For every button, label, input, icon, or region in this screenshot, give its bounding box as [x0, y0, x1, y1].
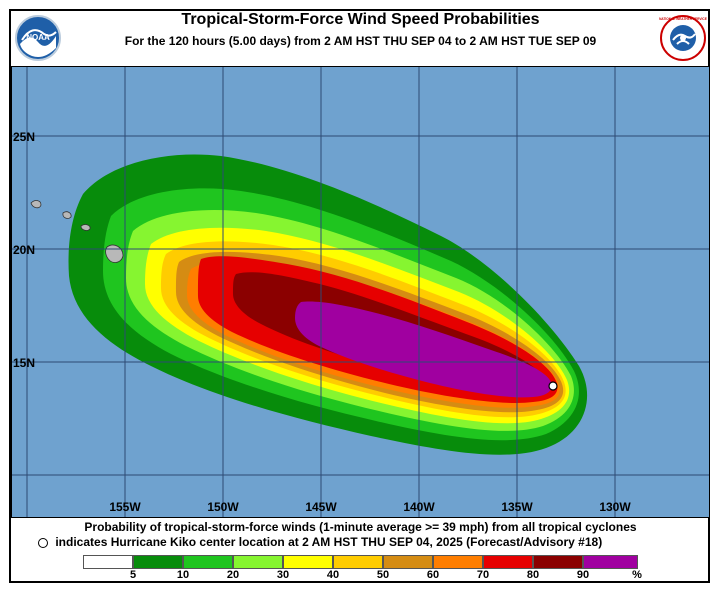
longitude-label-150w: 150W — [207, 500, 239, 514]
longitude-label-155w: 155W — [109, 500, 141, 514]
legend-label-30: 30 — [276, 569, 290, 581]
probability-swaths — [68, 154, 588, 455]
island-maui — [80, 224, 91, 231]
legend-label-90: 90 — [576, 569, 590, 581]
grid-lines — [11, 66, 710, 518]
map-border — [11, 66, 710, 518]
legend-swatch-10 — [133, 555, 183, 569]
footer-line-1: Probability of tropical-storm-force wind… — [84, 520, 637, 534]
legend-label-20: 20 — [226, 569, 240, 581]
latitude-label-15n: 15N — [13, 356, 35, 370]
latitude-label-20n: 20N — [13, 243, 35, 257]
subtitle: For the 120 hours (5.00 days) from 2 AM … — [124, 34, 597, 48]
legend-swatch-5 — [83, 555, 133, 569]
storm-center-marker — [548, 381, 558, 391]
longitude-label-140w: 140W — [403, 500, 435, 514]
storm-center-legend-icon — [38, 537, 48, 548]
footer-line-2-wrapper: indicates Hurricane Kiko center location… — [38, 535, 602, 549]
nws-logo-icon: NATIONAL WEATHER SERVICE — [659, 15, 707, 61]
nws-logo-text: NATIONAL WEATHER SERVICE — [659, 17, 707, 21]
legend-label-80: 80 — [526, 569, 540, 581]
legend-swatch-70 — [433, 555, 483, 569]
longitude-label-135w: 135W — [501, 500, 533, 514]
legend-swatch-80 — [483, 555, 533, 569]
legend-label-50: 50 — [376, 569, 390, 581]
longitude-label-130w: 130W — [599, 500, 631, 514]
footer-line-2: indicates Hurricane Kiko center location… — [55, 535, 603, 549]
island-oahu — [62, 211, 72, 219]
legend-label-5: 5 — [129, 569, 137, 581]
legend-label-60: 60 — [426, 569, 440, 581]
swath-90-100 — [295, 301, 552, 398]
longitude-label-145w: 145W — [305, 500, 337, 514]
legend-swatch-50 — [333, 555, 383, 569]
noaa-logo-text: NOAA — [26, 33, 50, 42]
probability-map: 25N 20N 15N 155W 150W 145W 140W 135W 130… — [11, 66, 710, 518]
island-kauai — [30, 200, 42, 209]
legend-label-40: 40 — [326, 569, 340, 581]
legend-swatch-100 — [583, 555, 638, 569]
latitude-label-25n: 25N — [13, 130, 35, 144]
legend-swatch-60 — [383, 555, 433, 569]
title: Tropical-Storm-Force Wind Speed Probabil… — [181, 11, 540, 28]
noaa-logo-icon: NOAA — [15, 15, 61, 61]
legend-swatch-30 — [233, 555, 283, 569]
legend-label-70: 70 — [476, 569, 490, 581]
legend-swatch-40 — [283, 555, 333, 569]
legend-label-10: 10 — [176, 569, 190, 581]
legend-label-percent: % — [632, 569, 642, 581]
legend-swatch-20 — [183, 555, 233, 569]
legend-swatch-90 — [533, 555, 583, 569]
